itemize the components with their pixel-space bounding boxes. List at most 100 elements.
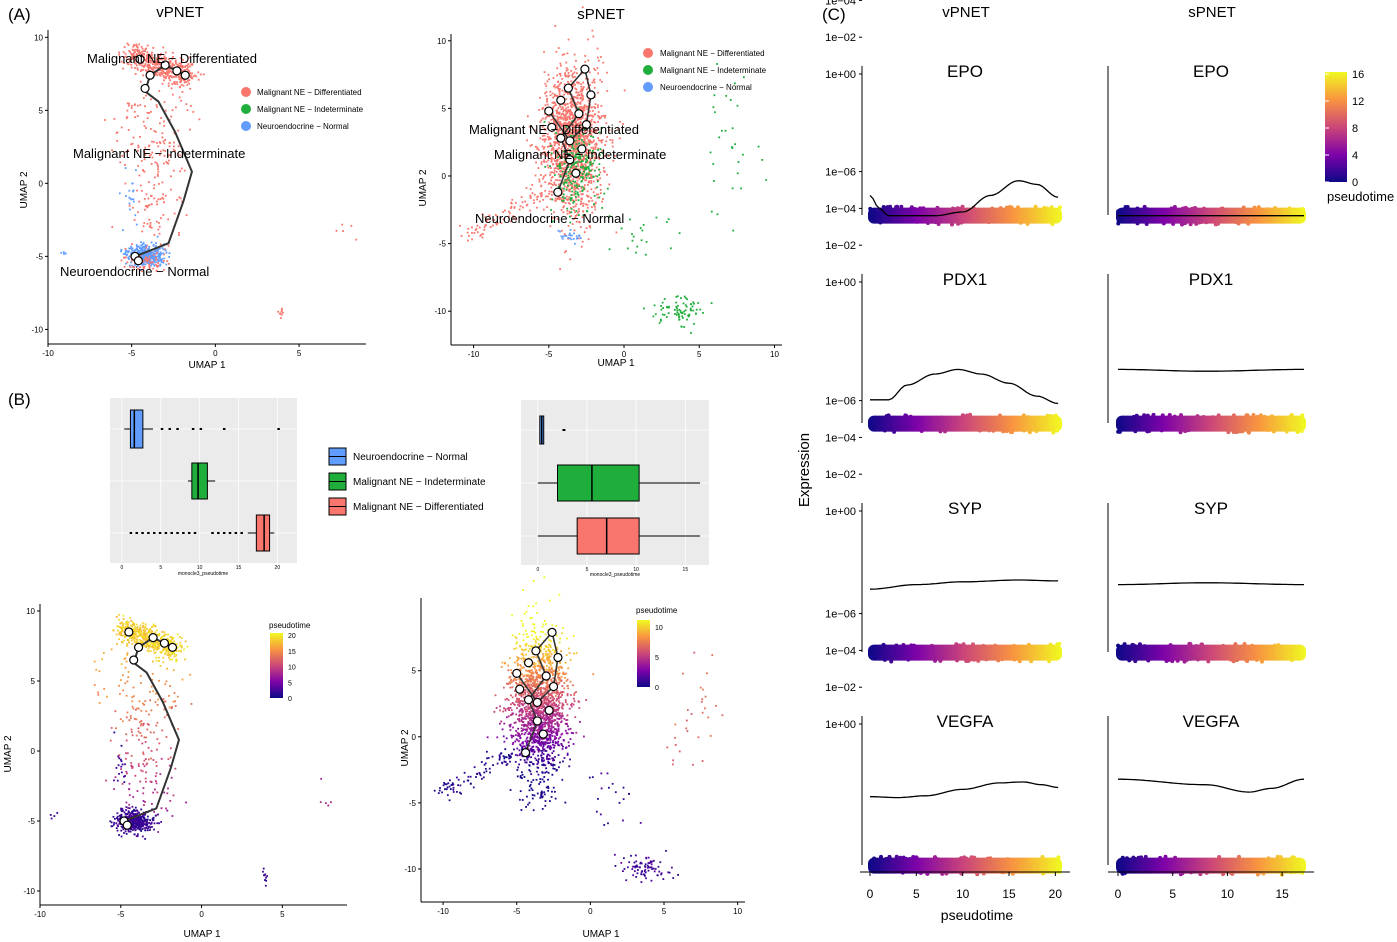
cell-point xyxy=(135,813,138,816)
cell-point xyxy=(157,170,160,173)
cell-point xyxy=(575,210,578,212)
cell-point xyxy=(576,211,579,214)
cell-point xyxy=(179,65,182,68)
cell-point xyxy=(146,204,149,207)
cell-point xyxy=(133,52,135,55)
panel-label-b: (B) xyxy=(8,390,31,409)
x-tick-label: 5 xyxy=(697,350,702,359)
cell-point xyxy=(589,149,592,152)
cell-point xyxy=(566,207,569,210)
cell-point xyxy=(127,129,130,131)
cell-point xyxy=(183,169,186,172)
cell-point xyxy=(168,69,171,72)
cell-point xyxy=(558,113,561,115)
cell-point xyxy=(581,6,584,9)
cell-point xyxy=(617,127,620,130)
cell-point xyxy=(104,119,106,121)
cell-point xyxy=(564,185,566,188)
cell-point xyxy=(554,741,557,743)
cell-point xyxy=(170,639,172,642)
cell-point xyxy=(171,641,174,644)
cell-point xyxy=(562,125,565,128)
cell-point xyxy=(147,827,149,830)
cell-point xyxy=(574,195,577,198)
cell-point xyxy=(164,138,167,141)
cell-point xyxy=(560,175,562,178)
cell-point xyxy=(144,244,147,246)
cell-point xyxy=(586,106,589,108)
cell-point xyxy=(170,76,173,79)
cell-point xyxy=(592,131,595,134)
cell-point xyxy=(598,168,601,171)
cell-point xyxy=(127,807,130,809)
cell-point xyxy=(150,110,152,113)
cell-point xyxy=(673,308,676,311)
cell-point xyxy=(544,165,547,168)
trajectory-node xyxy=(565,155,575,165)
cell-point xyxy=(584,175,587,178)
cell-point xyxy=(134,810,136,812)
outlier xyxy=(222,532,226,534)
cell-point xyxy=(653,304,656,307)
cell-point xyxy=(132,136,135,139)
cell-point xyxy=(111,149,113,152)
cell-point xyxy=(179,64,182,67)
cell-point xyxy=(142,262,145,265)
cell-point xyxy=(555,170,558,173)
cell-point xyxy=(580,180,583,183)
cell-point xyxy=(581,174,584,177)
cell-point xyxy=(151,660,154,663)
cell-point xyxy=(177,64,180,67)
cell-point xyxy=(116,643,118,645)
cell-point xyxy=(683,295,686,298)
cell-point xyxy=(171,51,174,54)
cell-point xyxy=(145,823,147,826)
cell-point xyxy=(120,259,123,262)
legend-title: pseudotime xyxy=(269,621,311,630)
cell-point xyxy=(126,812,129,815)
cell-point xyxy=(554,197,557,200)
cell-point xyxy=(163,257,166,260)
cell-point xyxy=(536,680,539,683)
cell-point xyxy=(539,192,542,195)
cell-point xyxy=(145,632,148,635)
trajectory-node xyxy=(581,119,592,130)
cell-point xyxy=(567,647,570,650)
cluster-label-differentiated: Malignant NE − Differentiated xyxy=(469,122,639,137)
cell-point xyxy=(132,707,135,710)
cell-point xyxy=(578,183,580,186)
cell-point xyxy=(622,123,624,125)
cell-point xyxy=(588,111,591,113)
cell-point xyxy=(122,828,125,831)
cell-point xyxy=(567,124,570,126)
cell-point xyxy=(124,815,127,818)
trajectory-line xyxy=(548,67,592,193)
cell-point xyxy=(605,140,608,143)
cell-point xyxy=(160,261,163,263)
cell-point xyxy=(471,232,473,234)
cell-point xyxy=(557,700,560,703)
cell-point xyxy=(120,825,123,828)
cell-point xyxy=(131,625,134,628)
cell-point xyxy=(167,638,170,641)
cell-point xyxy=(583,136,585,139)
cell-point xyxy=(684,296,687,299)
cell-point xyxy=(124,763,126,766)
cell-point xyxy=(710,302,713,304)
cell-point xyxy=(596,180,599,183)
cell-point xyxy=(147,66,150,69)
cell-point xyxy=(574,187,577,190)
cell-point xyxy=(577,194,580,196)
cell-point xyxy=(547,166,550,169)
cell-point xyxy=(587,174,589,177)
cell-point xyxy=(538,180,541,183)
cell-point xyxy=(167,162,170,165)
cell-point xyxy=(573,200,575,203)
cell-point xyxy=(279,312,282,315)
cell-point xyxy=(596,67,599,69)
cell-point xyxy=(589,157,592,160)
cell-point xyxy=(180,650,182,653)
cell-point xyxy=(559,179,561,182)
cell-point xyxy=(264,873,267,876)
cell-point xyxy=(149,128,152,130)
